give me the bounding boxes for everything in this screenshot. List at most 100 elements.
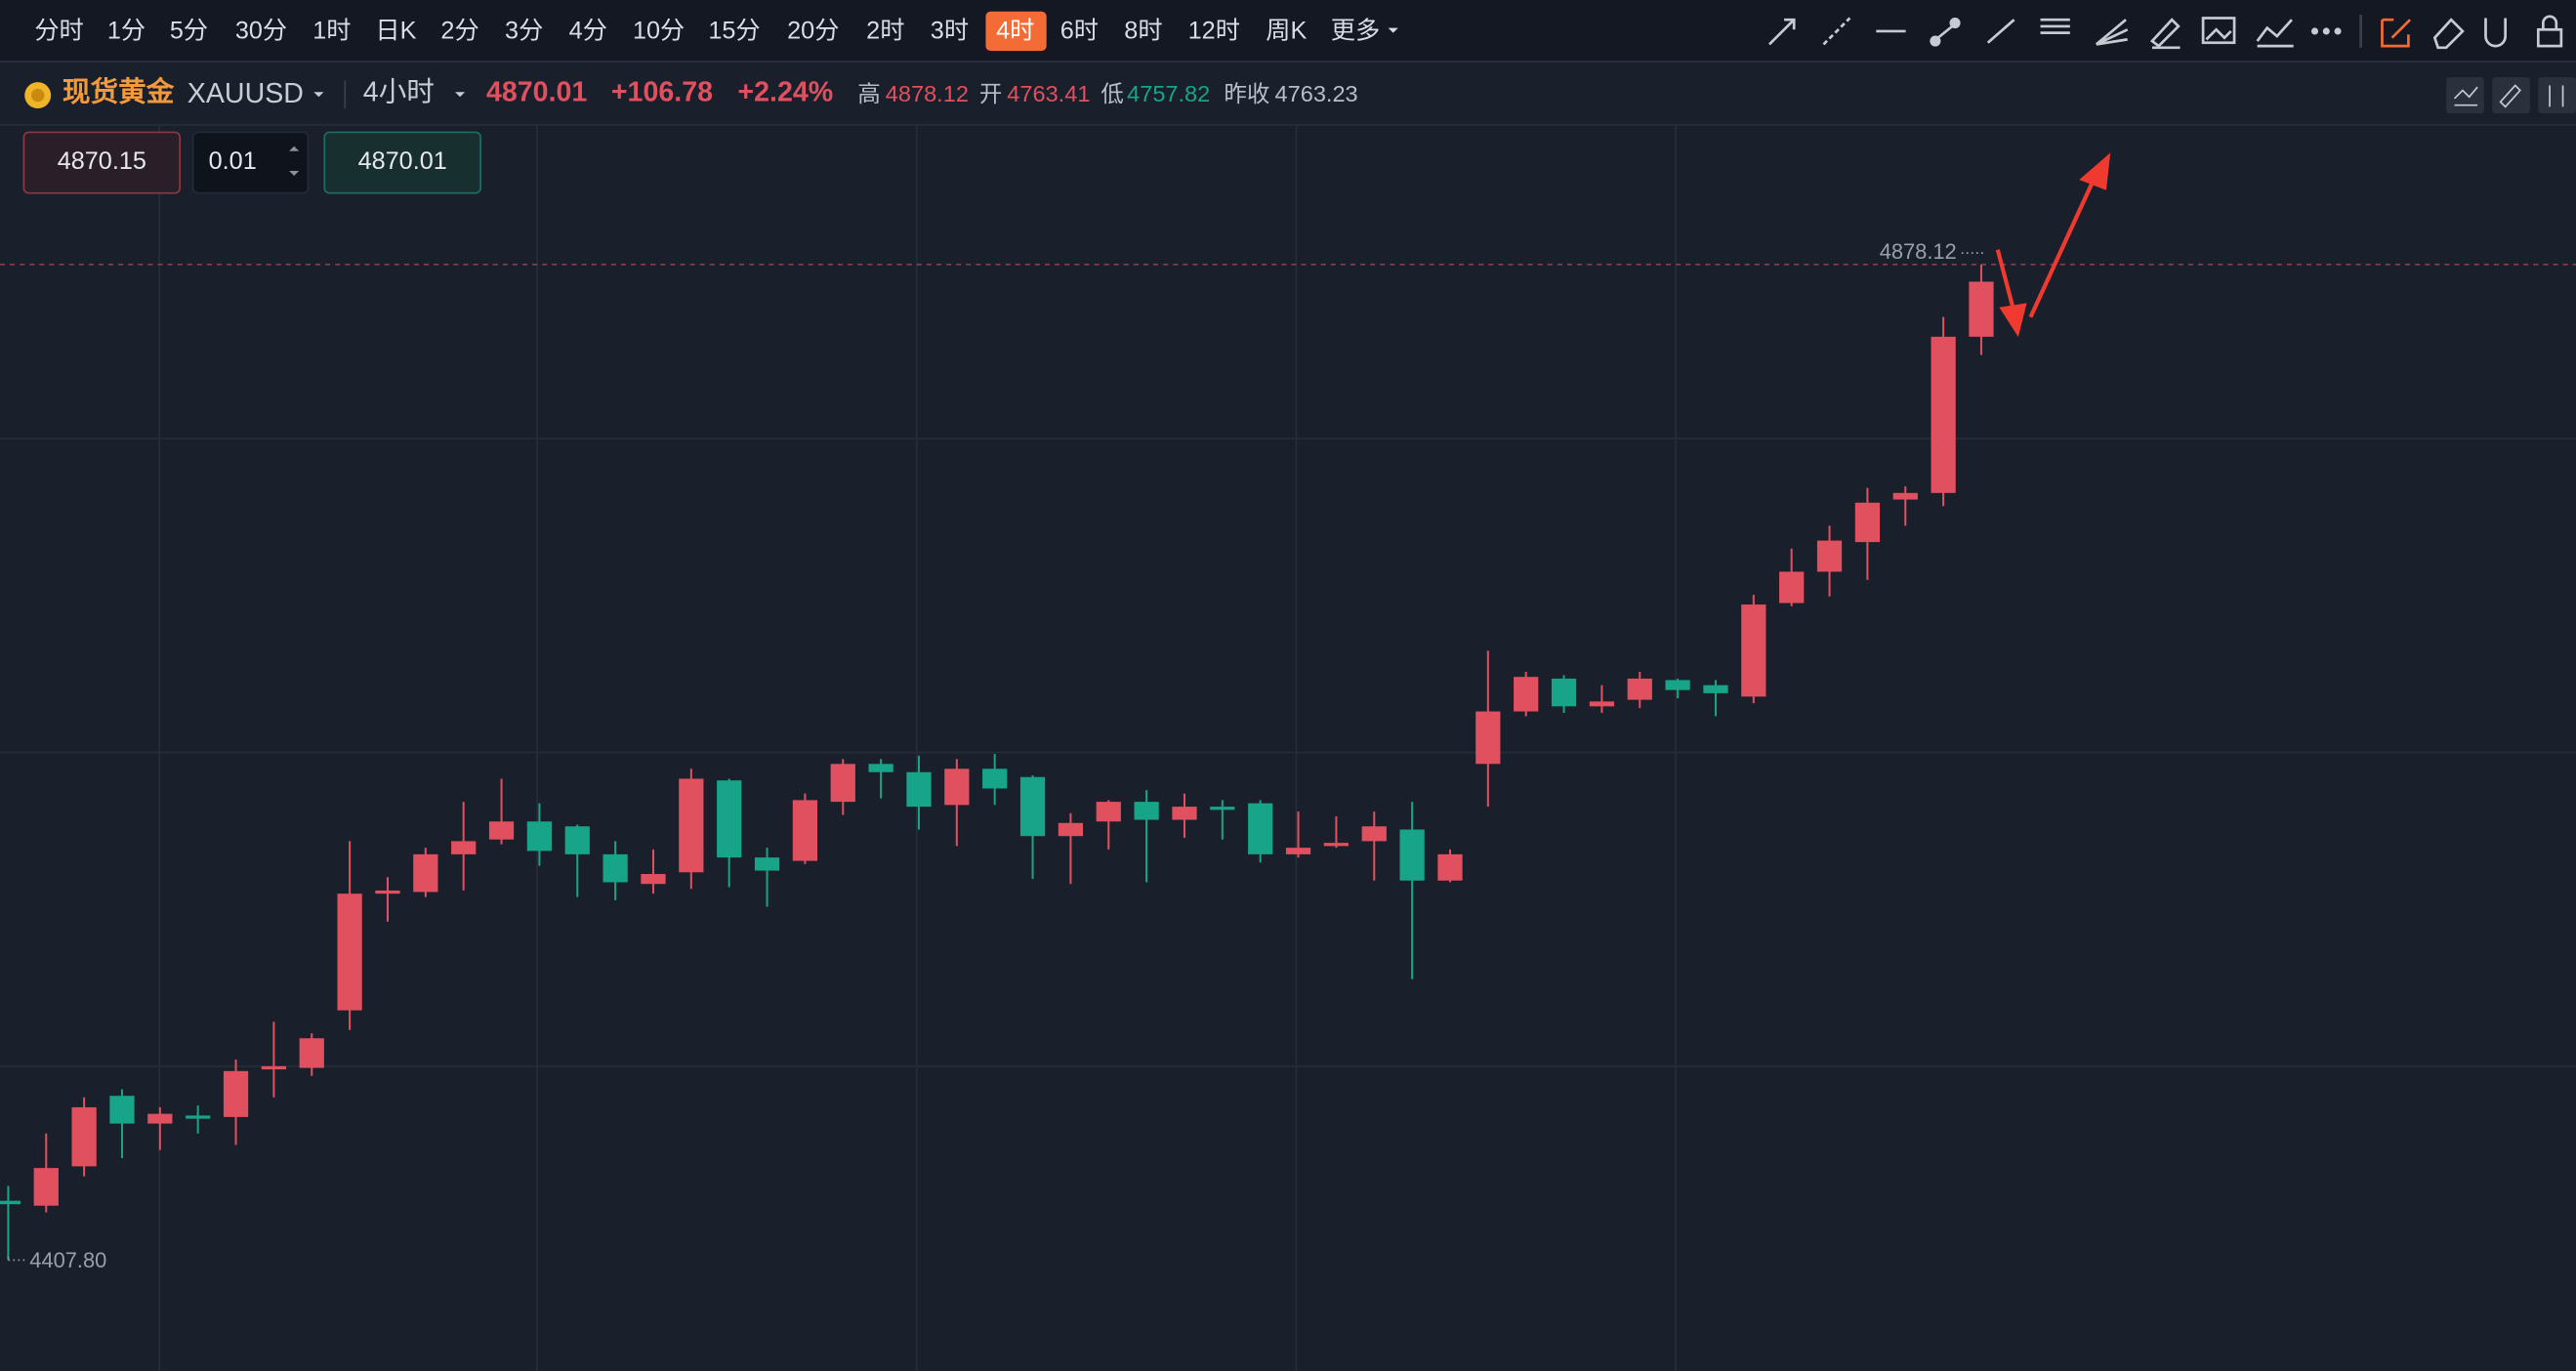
candle-body	[1285, 848, 1311, 854]
timeframe[interactable]: 1分	[107, 17, 145, 44]
candle-body	[1361, 826, 1387, 842]
candle-body	[906, 771, 932, 808]
candle-body	[1210, 807, 1235, 810]
tool-edit[interactable]	[2381, 18, 2412, 48]
timeframe[interactable]: 20分	[787, 17, 839, 44]
timeframe[interactable]: 15分	[708, 17, 760, 44]
sell-button[interactable]	[22, 131, 182, 194]
candle-body	[1514, 677, 1539, 712]
top-bar	[0, 0, 2576, 62]
timeframe[interactable]: 10分	[633, 17, 685, 44]
tool-fib[interactable]	[2040, 18, 2070, 34]
timeframe-bar: 分时 1分 5分 30分 1时 日K 2分 3分 4分 10分 15分 20分 2时 3时 4时 6时 8时 12…	[34, 11, 1398, 52]
candle-body	[982, 769, 1008, 789]
timeframe[interactable]: 周K	[1266, 17, 1307, 44]
tool-magnet[interactable]	[2484, 18, 2508, 48]
candle-body	[1931, 336, 1956, 493]
timeframe[interactable]: 3分	[505, 17, 543, 44]
candle-body	[1627, 678, 1652, 700]
candle-body	[1892, 492, 1918, 500]
candle-body	[754, 857, 780, 871]
timeframe[interactable]: 30分	[235, 17, 287, 44]
candle-body	[717, 780, 742, 858]
candle-body	[33, 1168, 59, 1206]
tool-image[interactable]	[2201, 17, 2236, 45]
candle-body	[337, 893, 362, 1011]
stat-value: 4763.41	[1007, 81, 1090, 106]
tool-lock[interactable]	[2536, 27, 2563, 48]
last-price: 4870.01	[486, 76, 587, 107]
candle-body	[679, 778, 704, 873]
button[interactable]	[2446, 77, 2484, 114]
chart-buttons	[2446, 77, 2576, 114]
candle-body	[1134, 802, 1159, 820]
caret	[455, 92, 466, 98]
candle-body	[375, 890, 400, 894]
candle-body	[413, 853, 438, 893]
quantity[interactable]: 0.01	[209, 147, 257, 175]
tool-ray[interactable]	[1822, 17, 1851, 46]
timeframe[interactable]: 更多	[1331, 17, 1380, 44]
button[interactable]	[2492, 77, 2530, 114]
candle-body	[1399, 829, 1425, 881]
tool-arrow[interactable]	[1767, 18, 1796, 46]
caret	[313, 92, 324, 98]
candle-body	[0, 1200, 21, 1205]
buy-price[interactable]: 4870.01	[358, 147, 447, 175]
change: +106.78	[611, 76, 713, 107]
candle-body	[1703, 685, 1728, 693]
tool-eraser[interactable]	[2432, 18, 2465, 50]
timeframe[interactable]: 分时	[34, 17, 83, 44]
candle-body	[1096, 802, 1121, 822]
candle-body	[1248, 803, 1273, 854]
candle-body	[1779, 571, 1805, 603]
candle-body	[109, 1096, 135, 1124]
candle-body	[1816, 540, 1843, 572]
active-tab	[985, 11, 1047, 52]
candle-body	[451, 841, 477, 854]
candle-body	[602, 853, 628, 883]
candle-body	[186, 1115, 211, 1119]
timeframe[interactable]: 4时	[996, 17, 1034, 44]
tool-pen[interactable]	[2149, 18, 2181, 50]
candle-body	[261, 1065, 287, 1070]
timeframe[interactable]: 2分	[440, 17, 478, 44]
quantity-input[interactable]	[191, 131, 310, 194]
timeframe[interactable]: 5分	[170, 17, 208, 44]
timeframe[interactable]: 4分	[569, 17, 607, 44]
candle-body	[71, 1106, 97, 1167]
sell-price[interactable]: 4870.15	[58, 147, 146, 175]
candle-body	[1172, 807, 1197, 820]
timeframe[interactable]: 12时	[1188, 17, 1240, 44]
button[interactable]	[2538, 77, 2576, 114]
candle-body	[1475, 711, 1501, 765]
candlestick-chart: 4878.12 4407.80	[0, 239, 2576, 1272]
timeframe[interactable]: 1时	[312, 17, 351, 44]
candle-body	[223, 1070, 249, 1117]
timeframe[interactable]: 2时	[866, 17, 904, 44]
timeframe[interactable]: 6时	[1060, 17, 1099, 44]
candle-body	[147, 1113, 173, 1124]
candle-body	[299, 1038, 324, 1068]
symbol-name[interactable]: 现货黄金	[62, 75, 175, 107]
drawing-tools	[1767, 15, 2563, 50]
stats: 高 4878.12 开 4763.41 低 4757.82 昨收 4763.23	[857, 81, 1357, 106]
period[interactable]: 4小时	[363, 76, 435, 107]
tool-trend[interactable]	[1986, 19, 2015, 44]
tool-fan[interactable]	[2095, 19, 2129, 46]
stat-label: 低	[1101, 81, 1124, 106]
candle-body	[1019, 776, 1046, 837]
stat-value: 4757.82	[1127, 81, 1210, 106]
timeframe[interactable]: 8时	[1124, 17, 1162, 44]
timeframe[interactable]: 日K	[375, 17, 416, 44]
stat-label: 开	[979, 81, 1003, 106]
caret	[1388, 27, 1398, 33]
candle-body	[1854, 502, 1881, 543]
candle-body	[1741, 604, 1766, 697]
buy-button[interactable]	[323, 131, 481, 194]
symbol-code[interactable]: XAUUSD	[187, 78, 304, 109]
tool-chart[interactable]	[2256, 19, 2294, 48]
timeframe[interactable]: 3时	[931, 17, 969, 44]
